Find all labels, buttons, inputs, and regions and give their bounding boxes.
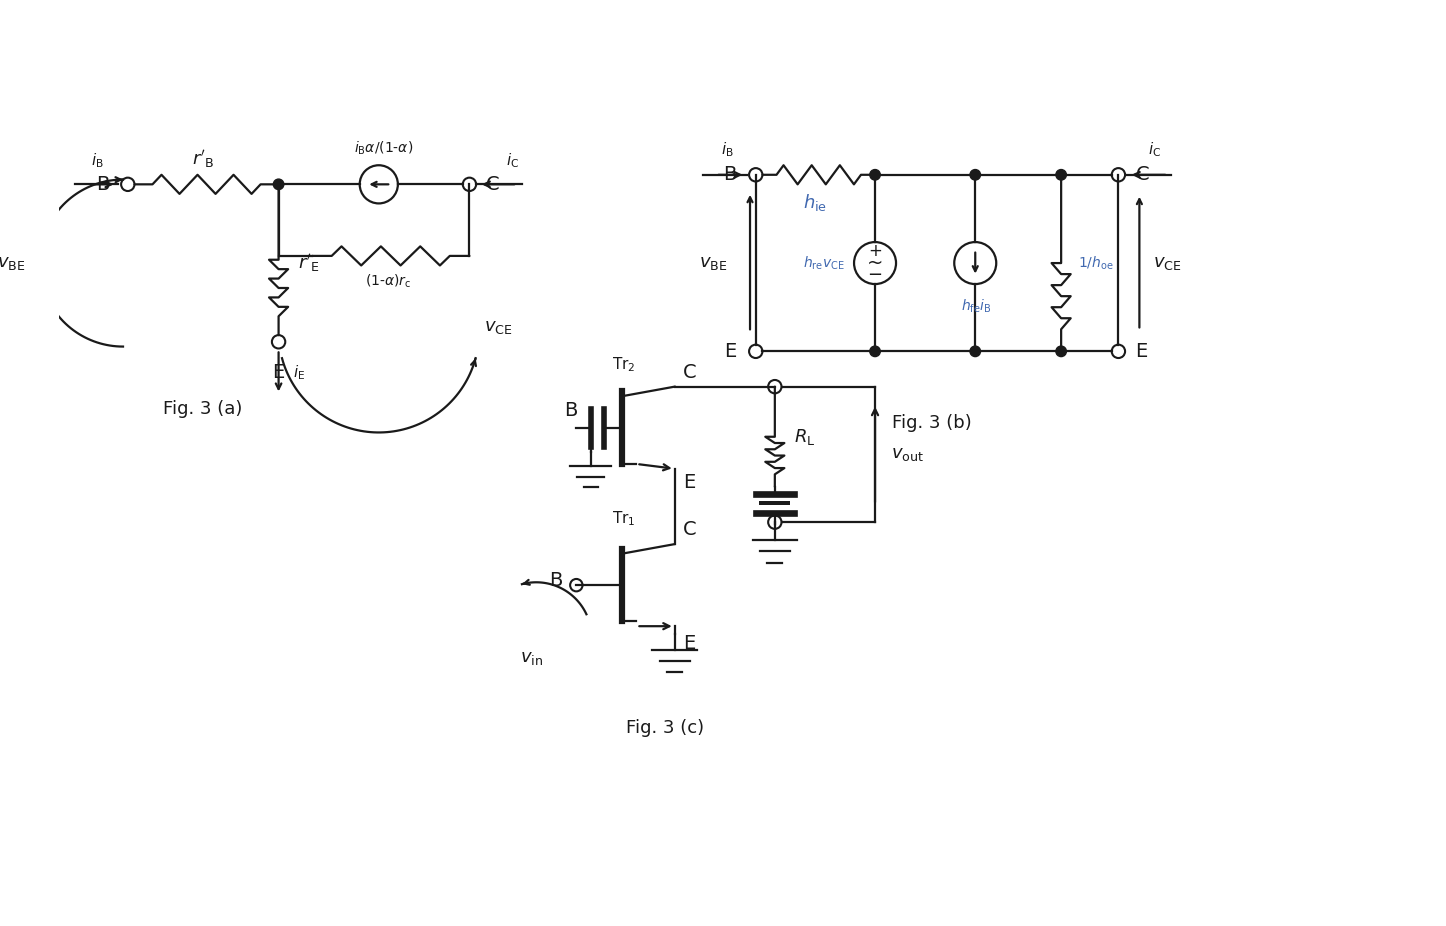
Text: $(1\text{-}\alpha)r_\mathrm{c}$: $(1\text{-}\alpha)r_\mathrm{c}$ — [366, 272, 412, 290]
Text: $1/h_\mathrm{oe}$: $1/h_\mathrm{oe}$ — [1079, 255, 1113, 271]
Text: $r'_\mathrm{E}$: $r'_\mathrm{E}$ — [298, 252, 320, 274]
Circle shape — [870, 346, 881, 357]
Text: Fig. 3 (c): Fig. 3 (c) — [626, 720, 704, 737]
Text: B: B — [97, 175, 110, 194]
Text: C: C — [486, 175, 499, 194]
Text: $i_\mathrm{E}$: $i_\mathrm{E}$ — [294, 363, 305, 382]
Text: $v_\mathrm{CE}$: $v_\mathrm{CE}$ — [484, 319, 512, 336]
Text: E: E — [683, 633, 696, 653]
Text: $\mathrm{Tr}_2$: $\mathrm{Tr}_2$ — [612, 356, 636, 374]
Text: $i_\mathrm{C}$: $i_\mathrm{C}$ — [506, 151, 519, 170]
Text: C: C — [1135, 165, 1150, 184]
Text: E: E — [272, 363, 285, 382]
Circle shape — [1056, 346, 1066, 357]
Text: Fig. 3 (a): Fig. 3 (a) — [162, 400, 241, 418]
Text: $h_\mathrm{fe}i_\mathrm{B}$: $h_\mathrm{fe}i_\mathrm{B}$ — [962, 297, 992, 315]
Text: $v_\mathrm{CE}$: $v_\mathrm{CE}$ — [1152, 254, 1181, 272]
Text: $h_\mathrm{ie}$: $h_\mathrm{ie}$ — [804, 192, 827, 213]
Text: $v_\mathrm{BE}$: $v_\mathrm{BE}$ — [0, 254, 25, 272]
Text: Fig. 3 (b): Fig. 3 (b) — [892, 414, 972, 432]
Text: $i_\mathrm{C}$: $i_\mathrm{C}$ — [1148, 140, 1161, 158]
Text: $v_\mathrm{out}$: $v_\mathrm{out}$ — [891, 445, 924, 463]
Circle shape — [273, 179, 283, 190]
Text: B: B — [548, 571, 562, 590]
Circle shape — [1056, 169, 1066, 180]
Text: E: E — [683, 473, 696, 493]
Text: C: C — [683, 520, 697, 539]
Text: $v_\mathrm{BE}$: $v_\mathrm{BE}$ — [698, 254, 727, 272]
Text: $h_\mathrm{re}v_\mathrm{CE}$: $h_\mathrm{re}v_\mathrm{CE}$ — [803, 255, 844, 271]
Text: $i_\mathrm{B}$: $i_\mathrm{B}$ — [720, 140, 733, 158]
Text: ~: ~ — [866, 254, 884, 272]
Text: +: + — [868, 242, 882, 259]
Text: $i_\mathrm{B}$: $i_\mathrm{B}$ — [91, 151, 104, 170]
Text: −: − — [868, 267, 882, 284]
Text: $R_\mathrm{L}$: $R_\mathrm{L}$ — [794, 427, 816, 446]
Text: E: E — [1135, 342, 1148, 361]
Text: $\mathrm{Tr}_1$: $\mathrm{Tr}_1$ — [612, 509, 636, 528]
Text: B: B — [723, 165, 736, 184]
Text: $r'_\mathrm{B}$: $r'_\mathrm{B}$ — [192, 148, 214, 170]
Circle shape — [870, 169, 881, 180]
Circle shape — [970, 169, 980, 180]
Text: $i_\mathrm{B}\alpha/(1\text{-}\alpha)$: $i_\mathrm{B}\alpha/(1\text{-}\alpha)$ — [354, 139, 414, 156]
Circle shape — [970, 346, 980, 357]
Text: B: B — [564, 401, 577, 420]
Text: $v_\mathrm{in}$: $v_\mathrm{in}$ — [521, 649, 544, 667]
Text: C: C — [683, 363, 697, 382]
Text: E: E — [724, 342, 736, 361]
